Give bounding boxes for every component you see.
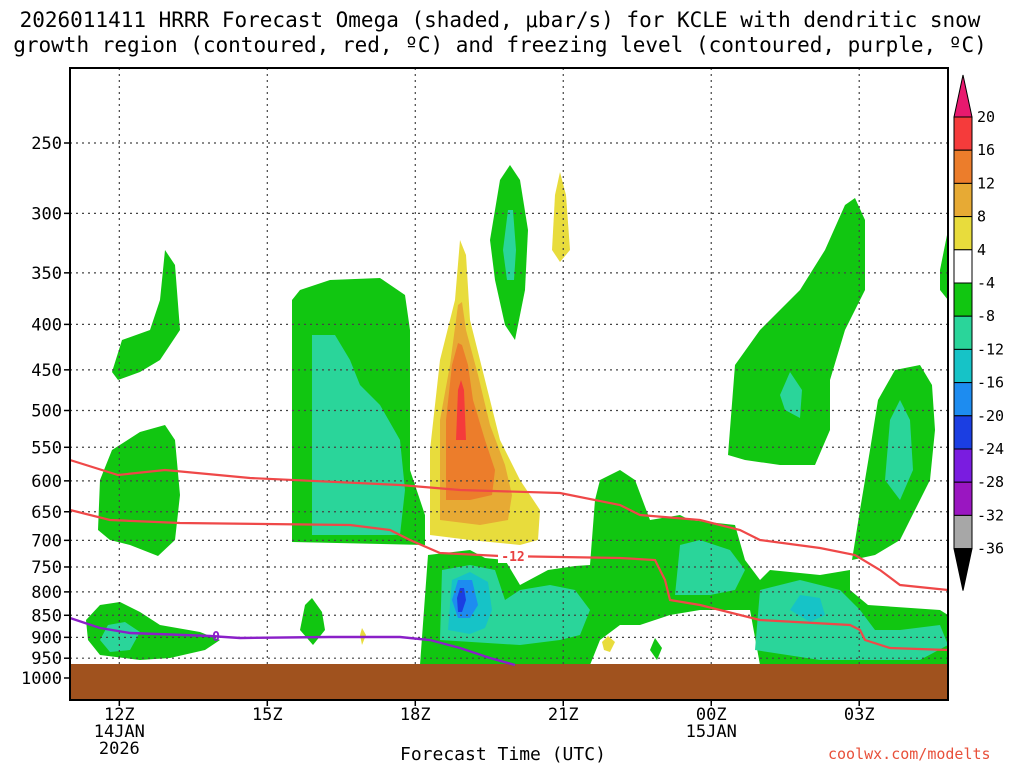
omega-region-green <box>112 250 180 380</box>
colorbar-label: -20 <box>977 407 1004 425</box>
colorbar-label: -24 <box>977 440 1004 458</box>
dgz-label-bg <box>498 549 528 563</box>
x-tick-label: 15JAN <box>686 722 737 742</box>
gridlines: 2503003504004505005506006507007508008509… <box>21 68 948 759</box>
freezing-contour-label: 0 <box>212 630 220 645</box>
colorbar-segment <box>953 481 973 516</box>
omega-shading <box>86 165 948 665</box>
y-tick-label: 900 <box>31 628 62 648</box>
y-tick-label: 950 <box>31 649 62 669</box>
chart-title: 2026011411 HRRR Forecast Omega (shaded, … <box>0 8 1000 58</box>
colorbar-label: -36 <box>977 540 1004 558</box>
colorbar-segment <box>953 182 973 218</box>
y-tick-label: 300 <box>31 204 62 224</box>
y-tick-label: 400 <box>31 315 62 335</box>
title-line-2: growth region (contoured, red, ºC) and f… <box>13 33 987 57</box>
colorbar-label: -32 <box>977 506 1004 524</box>
omega-region-green <box>300 598 325 645</box>
x-axis-label: Forecast Time (UTC) <box>400 744 606 765</box>
y-tick-label: 600 <box>31 472 62 492</box>
x-tick-label: 2026 <box>99 739 140 759</box>
y-tick-label: 650 <box>31 503 62 523</box>
colorbar-segment <box>953 514 973 550</box>
colorbar-segment <box>953 116 973 151</box>
y-tick-label: 550 <box>31 438 62 458</box>
omega-region-teal <box>885 400 913 500</box>
colorbar-segment <box>953 249 973 284</box>
colorbar-bottom-arrow <box>953 548 973 591</box>
colorbar-top-arrow <box>953 74 973 118</box>
omega-region-green <box>650 638 662 660</box>
omega-region-green <box>940 230 948 300</box>
y-tick-label: 350 <box>31 264 62 284</box>
credit-text: coolwx.com/modelts <box>828 745 991 763</box>
colorbar-label: -8 <box>977 307 995 325</box>
colorbar-label: -4 <box>977 274 995 292</box>
colorbar-label: 20 <box>977 108 995 126</box>
omega-region-teal <box>780 372 802 418</box>
y-tick-label: 750 <box>31 558 62 578</box>
y-tick-label: 800 <box>31 583 62 603</box>
dgz-bottom-contour <box>70 508 948 652</box>
colorbar-segment <box>953 216 973 251</box>
dendritic-contours <box>70 458 948 652</box>
x-tick-label: 21Z <box>548 705 579 725</box>
omega-region-teal <box>503 210 516 280</box>
colorbar-label: 8 <box>977 208 986 226</box>
freezing-level-contour <box>70 616 516 667</box>
y-tick-label: 700 <box>31 531 62 551</box>
colorbar-segment <box>953 149 973 184</box>
x-tick-label: 15Z <box>252 705 283 725</box>
colorbar-label: -16 <box>977 374 1004 392</box>
x-tick-label: 14JAN <box>94 722 145 742</box>
dgz-contour-label: -12 <box>501 550 524 565</box>
y-tick-label: 850 <box>31 606 62 626</box>
x-tick-label: 18Z <box>400 705 431 725</box>
ground-surface <box>70 664 948 700</box>
colorbar-segment <box>953 282 973 317</box>
omega-region-yellow <box>602 636 615 652</box>
title-line-1: 2026011411 HRRR Forecast Omega (shaded, … <box>19 8 981 32</box>
omega-region-dark-blue <box>457 588 466 612</box>
colorbar-segment <box>953 348 973 384</box>
colorbar-label: 16 <box>977 141 995 159</box>
x-tick-label: 00Z <box>696 705 727 725</box>
colorbar-label: -12 <box>977 340 1004 358</box>
omega-region-cyan <box>790 595 825 622</box>
y-tick-label: 500 <box>31 402 62 422</box>
plot-frame <box>69 67 949 701</box>
omega-region-orange <box>446 343 495 500</box>
colorbar-label: 12 <box>977 174 995 192</box>
x-tick-label: 03Z <box>844 705 875 725</box>
dgz-top-contour <box>70 458 948 592</box>
colorbar-segment <box>953 415 973 450</box>
colorbar-label: 4 <box>977 241 986 259</box>
omega-region-green <box>98 425 180 556</box>
colorbar-segment <box>953 448 973 483</box>
y-tick-label: 450 <box>31 361 62 381</box>
colorbar: 20 16 12 8 4 -4 -8 -12 -16 -20 -24 -28 -32 -36 <box>953 74 1004 591</box>
omega-region-green <box>728 198 865 465</box>
colorbar-label: -28 <box>977 473 1004 491</box>
y-tick-label: 1000 <box>21 669 62 689</box>
x-tick-label: 12Z <box>104 705 135 725</box>
omega-region-yellow <box>552 172 570 262</box>
y-tick-label: 250 <box>31 134 62 154</box>
colorbar-segment <box>953 382 973 417</box>
omega-region-teal <box>675 540 745 595</box>
colorbar-segment <box>953 315 973 350</box>
